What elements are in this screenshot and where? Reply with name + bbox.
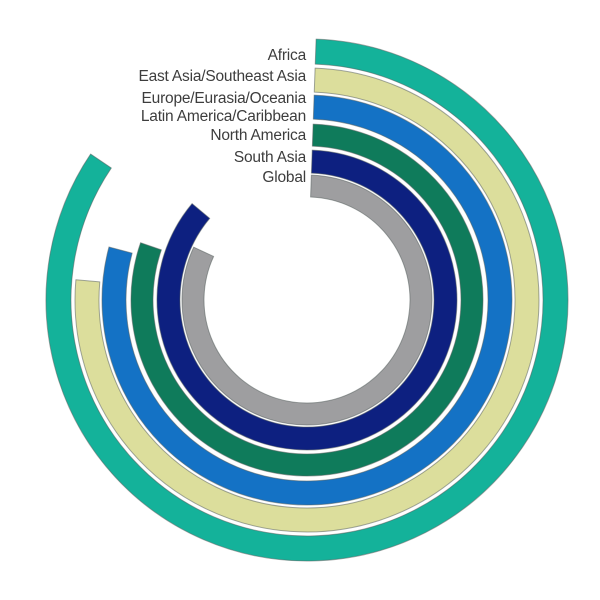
label-africa: Africa: [268, 47, 307, 64]
arc-series-group: [45, 38, 569, 562]
label-east-asia-southeast-asia: East Asia/Southeast Asia: [138, 68, 306, 85]
arc-north-america: [130, 123, 484, 477]
arc-global: [181, 174, 433, 426]
arc-europe-eurasia-oceania: [101, 94, 513, 506]
label-global: Global: [262, 169, 306, 186]
label-north-america: North America: [210, 127, 306, 144]
arc-africa: [45, 38, 569, 562]
label-south-asia: South Asia: [234, 149, 307, 166]
arc-east-asia-southeast-asia: [74, 67, 540, 533]
arc-south-asia: [156, 149, 458, 451]
region-labels-group: Africa East Asia/Southeast Asia Europe/E…: [138, 47, 306, 186]
label-europe-eurasia-oceania: Europe/Eurasia/Oceania: [142, 90, 307, 107]
label-latin-america-caribbean: Latin America/Caribbean: [141, 108, 306, 125]
